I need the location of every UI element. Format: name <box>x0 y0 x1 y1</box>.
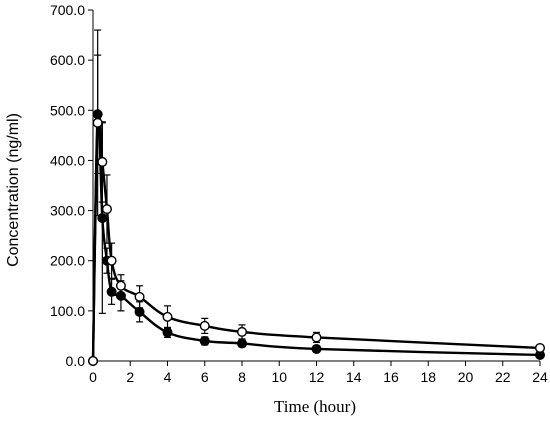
x-tick-label: 18 <box>420 369 436 385</box>
y-tick-label: 200.0 <box>50 253 85 269</box>
open-data-point <box>97 156 108 167</box>
x-tick-label: 16 <box>383 369 399 385</box>
open-data-point <box>87 356 98 367</box>
open-data-point <box>162 311 173 322</box>
filled-data-point <box>199 335 210 346</box>
x-tick-label: 12 <box>309 369 325 385</box>
x-tick-label: 0 <box>89 369 97 385</box>
x-tick-label: 24 <box>532 369 548 385</box>
open-data-point <box>199 320 210 331</box>
y-tick-label: 100.0 <box>50 303 85 319</box>
x-axis-title: Time (hour) <box>274 397 356 416</box>
filled-data-point <box>162 327 173 338</box>
x-tick-label: 8 <box>238 369 246 385</box>
x-tick-label: 22 <box>495 369 511 385</box>
filled-data-point <box>236 338 247 349</box>
x-tick-label: 4 <box>164 369 172 385</box>
axes <box>88 9 541 366</box>
y-tick-label: 600.0 <box>50 52 85 68</box>
filled-data-point <box>311 343 322 354</box>
open-data-point <box>134 291 145 302</box>
y-tick-label: 0.0 <box>66 353 86 369</box>
y-tick-label: 300.0 <box>50 203 85 219</box>
open-data-point <box>311 332 322 343</box>
series-2 <box>87 29 546 367</box>
tick-labels: 0.0 100.0 200.0 300.0 400.0 500.0 600.0 700.0 0 2… <box>50 2 548 385</box>
x-tick-label: 2 <box>126 369 134 385</box>
open-data-point <box>535 342 546 353</box>
x-tick-label: 6 <box>201 369 209 385</box>
series-line <box>91 110 541 362</box>
x-tick-label: 14 <box>346 369 362 385</box>
series-line <box>91 109 541 362</box>
series-1 <box>87 54 546 367</box>
open-data-point <box>101 204 112 215</box>
open-data-point <box>236 326 247 337</box>
open-data-point <box>115 280 126 291</box>
data-series <box>87 29 546 367</box>
y-tick-label: 500.0 <box>50 102 85 118</box>
open-data-point <box>92 117 103 128</box>
y-tick-label: 400.0 <box>50 152 85 168</box>
y-tick-label: 700.0 <box>50 2 85 18</box>
open-data-point <box>106 255 117 266</box>
y-axis-title: Concentration (ng/ml) <box>5 113 22 267</box>
x-tick-label: 10 <box>271 369 287 385</box>
filled-data-point <box>134 306 145 317</box>
filled-data-point <box>106 286 117 297</box>
x-tick-label: 20 <box>458 369 474 385</box>
